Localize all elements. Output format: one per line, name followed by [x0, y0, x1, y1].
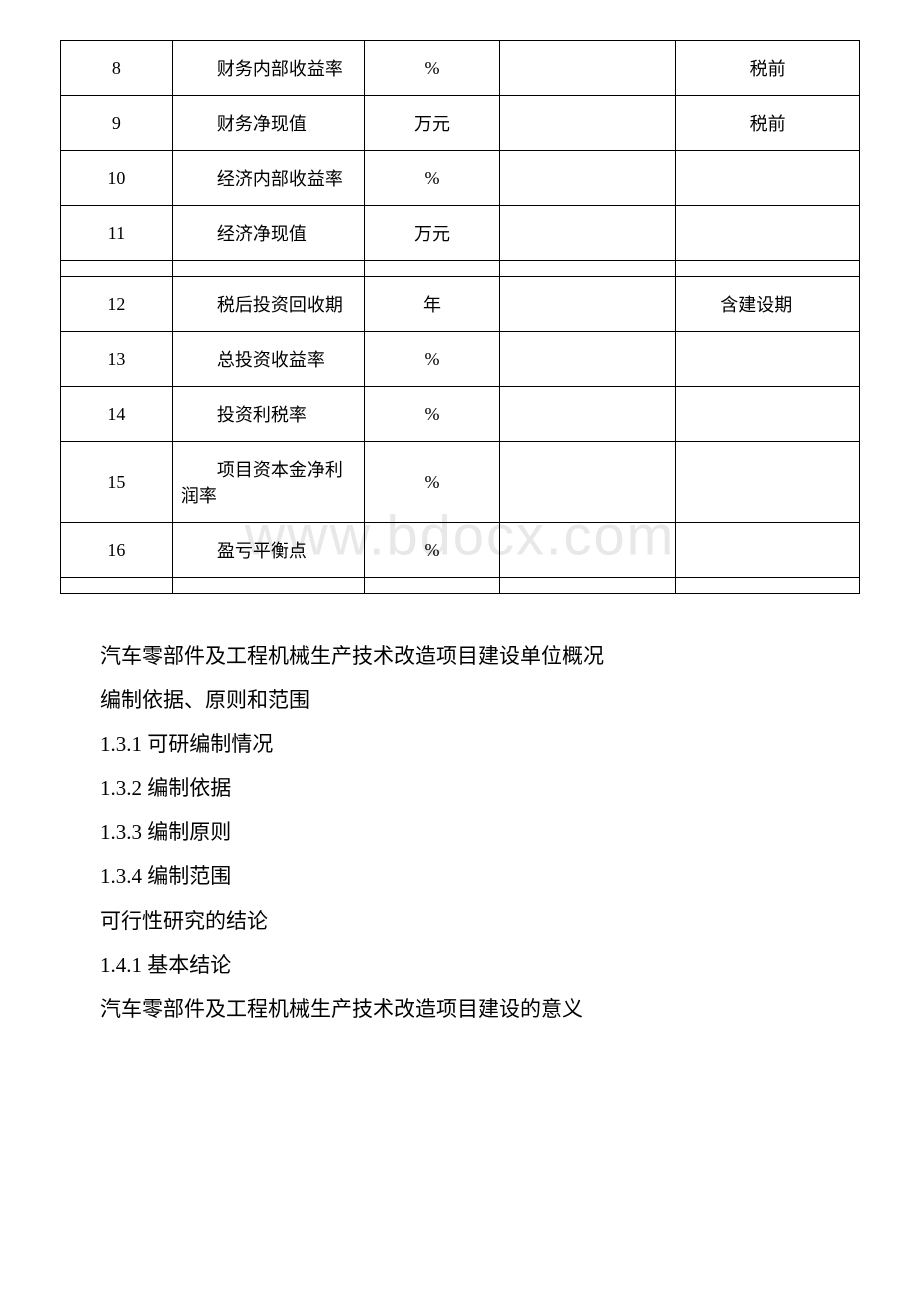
row-number: 9 [61, 96, 173, 151]
row-number: 12 [61, 277, 173, 332]
spacer-cell [500, 578, 676, 594]
page-content: 8财务内部收益率%税前9财务净现值万元税前10经济内部收益率%11经济净现值万元… [60, 40, 860, 1031]
paragraph: 1.3.1 可研编制情况 [100, 722, 860, 766]
note [676, 332, 860, 387]
paragraph: 可行性研究的结论 [100, 899, 860, 943]
note [676, 442, 860, 523]
text-section: 汽车零部件及工程机械生产技术改造项目建设单位概况编制依据、原则和范围1.3.1 … [60, 624, 860, 1031]
spacer-cell [364, 261, 500, 277]
value [500, 332, 676, 387]
value [500, 96, 676, 151]
value [500, 387, 676, 442]
unit: 万元 [364, 96, 500, 151]
paragraph: 1.3.4 编制范围 [100, 854, 860, 898]
value [500, 41, 676, 96]
indicator-name: 财务内部收益率 [172, 41, 364, 96]
spacer-cell [172, 578, 364, 594]
value [500, 442, 676, 523]
paragraph: 1.3.3 编制原则 [100, 810, 860, 854]
paragraph: 汽车零部件及工程机械生产技术改造项目建设单位概况 [100, 634, 860, 678]
table-row: 10经济内部收益率% [61, 151, 860, 206]
spacer-cell [364, 578, 500, 594]
indicator-name: 盈亏平衡点 [172, 523, 364, 578]
unit: % [364, 41, 500, 96]
indicator-name: 经济内部收益率 [172, 151, 364, 206]
table-row: 15项目资本金净利润率% [61, 442, 860, 523]
note: 税前 [676, 96, 860, 151]
table-row: 12税后投资回收期年 含建设期 [61, 277, 860, 332]
spacer-cell [676, 261, 860, 277]
row-number: 13 [61, 332, 173, 387]
row-number: 16 [61, 523, 173, 578]
indicator-name: 投资利税率 [172, 387, 364, 442]
unit: % [364, 523, 500, 578]
value [500, 277, 676, 332]
unit: % [364, 387, 500, 442]
note [676, 387, 860, 442]
row-number: 15 [61, 442, 173, 523]
paragraph: 编制依据、原则和范围 [100, 678, 860, 722]
table-row: 9财务净现值万元 税前 [61, 96, 860, 151]
note [676, 151, 860, 206]
indicator-name: 财务净现值 [172, 96, 364, 151]
unit: 万元 [364, 206, 500, 261]
note [676, 523, 860, 578]
unit: % [364, 151, 500, 206]
spacer-cell [172, 261, 364, 277]
table-row: 16盈亏平衡点% [61, 523, 860, 578]
indicator-name: 经济净现值 [172, 206, 364, 261]
unit: % [364, 332, 500, 387]
indicator-table: 8财务内部收益率%税前9财务净现值万元税前10经济内部收益率%11经济净现值万元… [60, 40, 860, 594]
paragraph: 汽车零部件及工程机械生产技术改造项目建设的意义 [100, 987, 860, 1031]
paragraph: 1.4.1 基本结论 [100, 943, 860, 987]
spacer-cell [500, 261, 676, 277]
spacer-cell [61, 578, 173, 594]
table-row: 14投资利税率% [61, 387, 860, 442]
table-row [61, 578, 860, 594]
row-number: 10 [61, 151, 173, 206]
indicator-name: 项目资本金净利润率 [172, 442, 364, 523]
spacer-cell [61, 261, 173, 277]
table-row: 11经济净现值万元 [61, 206, 860, 261]
unit: % [364, 442, 500, 523]
value [500, 151, 676, 206]
unit: 年 [364, 277, 500, 332]
note: 含建设期 [676, 277, 860, 332]
spacer-cell [676, 578, 860, 594]
table-row: 8财务内部收益率% 税前 [61, 41, 860, 96]
table-row [61, 261, 860, 277]
row-number: 8 [61, 41, 173, 96]
note: 税前 [676, 41, 860, 96]
row-number: 11 [61, 206, 173, 261]
indicator-name: 税后投资回收期 [172, 277, 364, 332]
value [500, 206, 676, 261]
value [500, 523, 676, 578]
note [676, 206, 860, 261]
paragraph: 1.3.2 编制依据 [100, 766, 860, 810]
row-number: 14 [61, 387, 173, 442]
indicator-name: 总投资收益率 [172, 332, 364, 387]
table-row: 13总投资收益率% [61, 332, 860, 387]
